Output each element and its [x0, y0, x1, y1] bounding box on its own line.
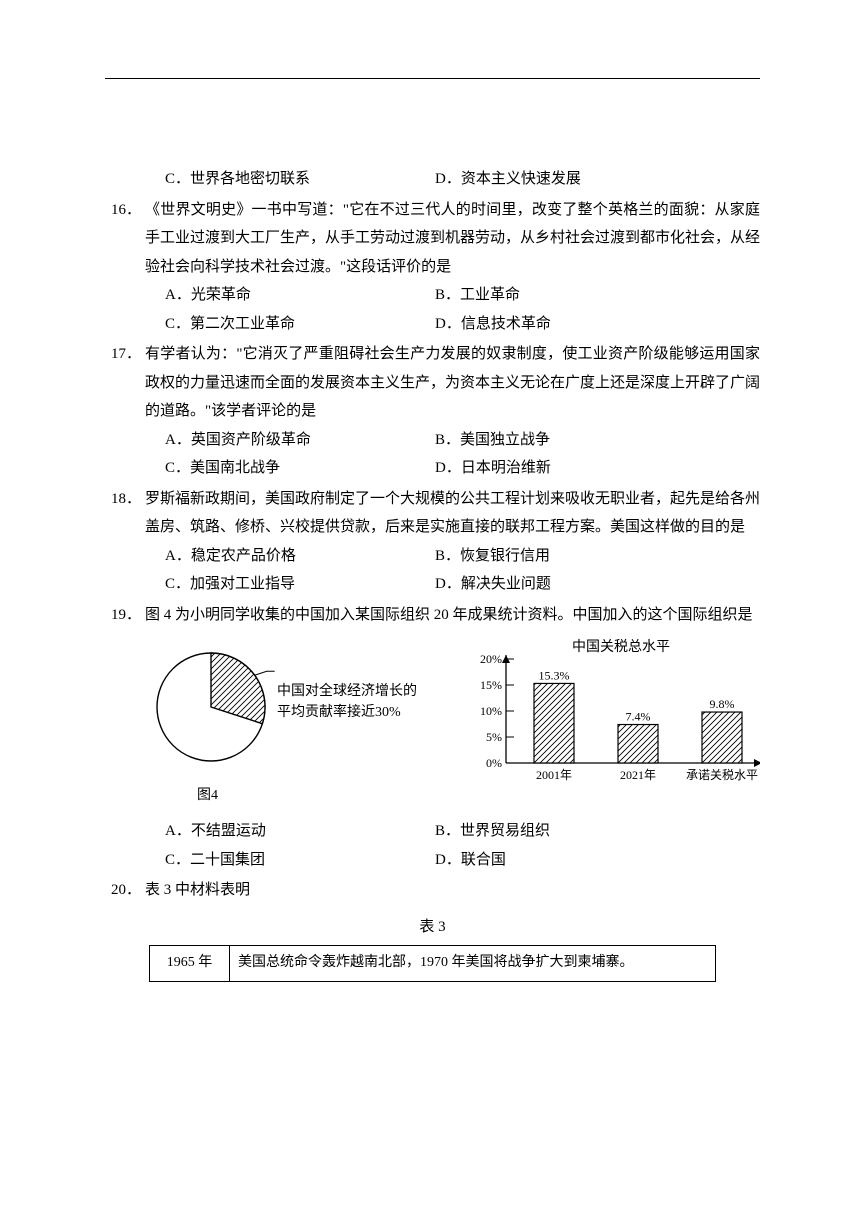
- table-3-caption: 表 3: [105, 913, 760, 942]
- q19-number: 19．: [105, 601, 145, 630]
- q20-number: 20．: [105, 876, 145, 905]
- table-row: 1965 年 美国总统命令轰炸越南北部，1970 年美国将战争扩大到柬埔寨。: [150, 946, 716, 982]
- svg-text:15%: 15%: [480, 678, 502, 692]
- q18-opt-c: C．加强对工业指导: [165, 570, 435, 599]
- top-horizontal-rule: [105, 78, 760, 79]
- svg-text:5%: 5%: [486, 730, 502, 744]
- svg-text:10%: 10%: [480, 704, 502, 718]
- q19-opt-c: C．二十国集团: [165, 846, 435, 875]
- figure-4: 中国对全球经济增长的平均贡献率接近30% 图4 中国关税总水平 0%5%10%1…: [149, 641, 760, 811]
- figure-4-caption: 图4: [197, 783, 218, 810]
- q19-text: 图 4 为小明同学收集的中国加入某国际组织 20 年成果统计资料。中国加入的这个…: [145, 601, 760, 630]
- q19-opt-d: D．联合国: [435, 846, 705, 875]
- svg-text:2021年: 2021年: [620, 768, 656, 782]
- q17-opt-c: C．美国南北战争: [165, 454, 435, 483]
- q16-opt-a: A．光荣革命: [165, 281, 435, 310]
- question-17: 17． 有学者认为："它消灭了严重阻碍社会生产力发展的奴隶制度，使工业资产阶级能…: [105, 340, 760, 483]
- q17-opt-b: B．美国独立战争: [435, 426, 705, 455]
- q16-opt-c: C．第二次工业革命: [165, 310, 435, 339]
- q16-text: 《世界文明史》一书中写道："它在不过三代人的时间里，改变了整个英格兰的面貌：从家…: [145, 196, 760, 282]
- prev-opt-c: C．世界各地密切联系: [165, 165, 435, 194]
- q17-opt-a: A．英国资产阶级革命: [165, 426, 435, 455]
- svg-text:2001年: 2001年: [536, 768, 572, 782]
- question-16: 16． 《世界文明史》一书中写道："它在不过三代人的时间里，改变了整个英格兰的面…: [105, 196, 760, 339]
- q17-text: 有学者认为："它消灭了严重阻碍社会生产力发展的奴隶制度，使工业资产阶级能够运用国…: [145, 340, 760, 426]
- q17-opt-d: D．日本明治维新: [435, 454, 705, 483]
- pie-chart: 中国对全球经济增长的平均贡献率接近30% 图4: [149, 641, 418, 811]
- table-3: 1965 年 美国总统命令轰炸越南北部，1970 年美国将战争扩大到柬埔寨。: [149, 945, 716, 982]
- bar-chart: 中国关税总水平 0%5%10%15%20%15.3%2001年7.4%2021年…: [476, 641, 760, 811]
- bar-chart-svg: 0% 5% 10% 15% 20% 15.3% 2001年 7.4% 2021年 9.8% 承诺关税…: [476, 641, 760, 791]
- q18-text: 罗斯福新政期间，美国政府制定了一个大规模的公共工程计划来吸收无职业者，起先是给各…: [145, 485, 760, 542]
- q18-opt-b: B．恢复银行信用: [435, 542, 705, 571]
- svg-text:20%: 20%: [480, 652, 502, 666]
- question-18: 18． 罗斯福新政期间，美国政府制定了一个大规模的公共工程计划来吸收无职业者，起…: [105, 485, 760, 599]
- q19-opt-b: B．世界贸易组织: [435, 817, 705, 846]
- question-19: 19． 图 4 为小明同学收集的中国加入某国际组织 20 年成果统计资料。中国加…: [105, 601, 760, 875]
- svg-text:7.4%: 7.4%: [626, 710, 651, 724]
- q17-number: 17．: [105, 340, 145, 426]
- q16-opt-d: D．信息技术革命: [435, 310, 705, 339]
- question-20: 20． 表 3 中材料表明 表 3 1965 年 美国总统命令轰炸越南北部，19…: [105, 876, 760, 982]
- bar-chart-title: 中国关税总水平: [572, 635, 670, 662]
- prev-question-options: C．世界各地密切联系 D．资本主义快速发展: [165, 165, 760, 194]
- table-3-content: 美国总统命令轰炸越南北部，1970 年美国将战争扩大到柬埔寨。: [230, 946, 716, 982]
- pie-label: 中国对全球经济增长的平均贡献率接近30%: [277, 681, 427, 723]
- q16-number: 16．: [105, 196, 145, 282]
- q18-opt-d: D．解决失业问题: [435, 570, 705, 599]
- q18-opt-a: A．稳定农产品价格: [165, 542, 435, 571]
- pie-chart-svg: [151, 645, 281, 775]
- q20-text: 表 3 中材料表明: [145, 876, 760, 905]
- svg-text:15.3%: 15.3%: [539, 668, 570, 682]
- q18-number: 18．: [105, 485, 145, 542]
- svg-text:9.8%: 9.8%: [710, 697, 735, 711]
- table-3-year: 1965 年: [150, 946, 230, 982]
- q16-opt-b: B．工业革命: [435, 281, 705, 310]
- svg-text:承诺关税水平: 承诺关税水平: [686, 768, 758, 782]
- svg-text:0%: 0%: [486, 756, 502, 770]
- q19-opt-a: A．不结盟运动: [165, 817, 435, 846]
- prev-opt-d: D．资本主义快速发展: [435, 165, 705, 194]
